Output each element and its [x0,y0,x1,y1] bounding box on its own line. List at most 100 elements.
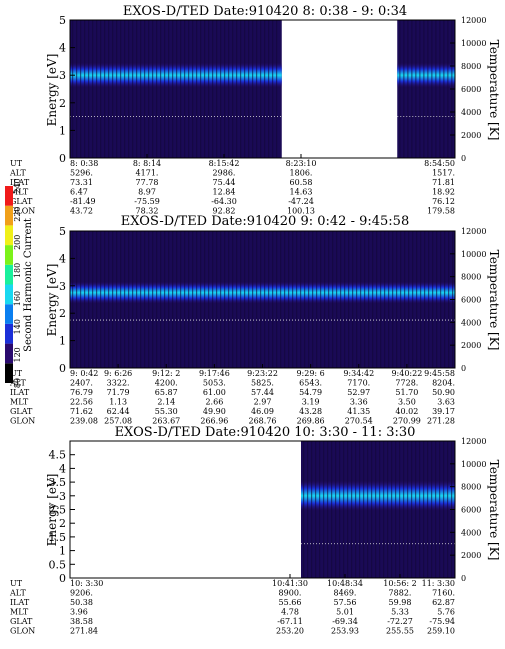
emission-band [397,62,455,88]
y-tick-label: 1 [59,335,66,348]
spin-stripe [399,441,401,578]
panel-1: EXOS-D/TED Date:910420 8: 0:38 - 9: 0:34… [9,4,501,216]
spin-stripe [444,231,446,368]
orbit-cell: 52.97 [347,388,370,397]
y-tick-label: 1.5 [49,531,67,544]
y2-tick-label: 10000 [461,39,486,48]
orbit-cell: 1806. [290,169,313,178]
spin-stripe [164,20,166,158]
orbit-cell: 73.31 [70,178,93,187]
orbit-cell: 10:48:34 [327,579,363,588]
spin-stripe [108,231,110,368]
spin-stripe [256,20,258,158]
orbit-cell: 55.66 [279,598,302,607]
spin-stripe [136,231,138,368]
orbit-cell: 3.96 [70,608,88,617]
orbit-cell: 5296. [70,169,93,178]
orbit-cell: 2.66 [205,398,223,407]
orbit-cell: 8:23:10 [286,159,317,168]
spin-stripe [212,231,214,368]
y-tick-label: 4.5 [49,449,67,462]
spin-stripe [164,231,166,368]
spin-stripe [140,20,142,158]
panel-1-plot: 0 1 2 3 4 5 0 2000 4000 6000 8000 10000 12000 [59,14,486,165]
spin-stripe [319,441,321,578]
spin-stripe [443,441,445,578]
orbit-cell: 6543. [299,379,322,388]
spin-stripe [351,441,353,578]
spin-stripe [100,231,102,368]
orbit-row-label: GLAT [10,197,33,206]
spin-stripe [403,441,405,578]
spin-stripe [92,20,94,158]
spin-stripe [184,231,186,368]
colorbar-block [5,205,13,226]
spin-stripe [208,20,210,158]
spin-stripe [296,231,298,368]
orbit-cell: 43.28 [299,407,322,416]
orbit-row-label: ILAT [10,598,30,607]
orbit-cell: 5.01 [336,608,354,617]
spin-stripe [156,20,158,158]
spin-stripe [411,441,413,578]
spin-stripe [415,441,417,578]
spin-stripe [439,20,441,158]
spin-stripe [423,441,425,578]
orbit-cell: 11: 3:30 [422,579,455,588]
orbit-cell: -81.49 [70,197,96,206]
orbit-cell: 3.36 [350,398,368,407]
spin-stripe [168,231,170,368]
y2-tick-label: 2000 [461,551,481,560]
spin-stripe [428,231,430,368]
orbit-cell: 271.84 [70,627,98,636]
y-tick-label: 2.5 [49,504,67,517]
spin-stripe [224,231,226,368]
spin-stripe [200,20,202,158]
spin-stripe [311,441,313,578]
spin-stripe [80,20,82,158]
colorbar-block [5,245,13,265]
orbit-cell: 5.76 [437,608,455,617]
spin-stripe [427,441,429,578]
spin-stripe [448,231,450,368]
orbit-cell: 2.97 [254,398,272,407]
orbit-cell: 9: 6:26 [104,369,132,378]
y2-tick-label: 12000 [461,16,486,25]
spin-stripe [192,231,194,368]
spin-stripe [384,231,386,368]
y-tick-label: 5 [59,14,66,27]
spin-stripe [200,231,202,368]
spin-stripe [340,231,342,368]
spin-stripe [300,231,302,368]
y2-tick-label: 4000 [461,528,481,537]
orbit-row-label: UT [10,159,23,168]
orbit-cell: -69.34 [332,617,358,626]
y-tick-label: 4 [59,462,66,475]
spin-stripe [144,20,146,158]
spin-stripe [440,231,442,368]
panel-3-y2label: Temperature [K] [487,460,501,561]
orbit-cell: 8900. [279,589,302,598]
spectrogram-segment [70,20,282,158]
y2-tick-label: 10000 [461,250,486,259]
orbit-cell: 259.10 [427,627,455,636]
spin-stripe [84,231,86,368]
y2-tick-label: 6000 [461,506,481,515]
orbit-cell: 65.87 [155,388,178,397]
spin-stripe [347,441,349,578]
orbit-cell: 253.93 [331,627,359,636]
spin-stripe [112,231,114,368]
spin-stripe [427,20,429,158]
spin-stripe [88,231,90,368]
y2-tick-label: 8000 [461,483,481,492]
orbit-cell: 22.56 [70,398,93,407]
spin-stripe [120,231,122,368]
orbit-cell: 8:54:50 [424,159,455,168]
orbit-row-label: UT [10,579,23,588]
panel-3: EXOS-D/TED Date:910420 10: 3:30 - 11: 3:… [9,425,501,636]
y-tick-label: 2 [59,307,66,320]
spin-stripe [188,20,190,158]
orbit-cell: 54.79 [299,388,322,397]
orbit-cell: 253.20 [276,627,304,636]
orbit-cell: 1517. [432,169,455,178]
